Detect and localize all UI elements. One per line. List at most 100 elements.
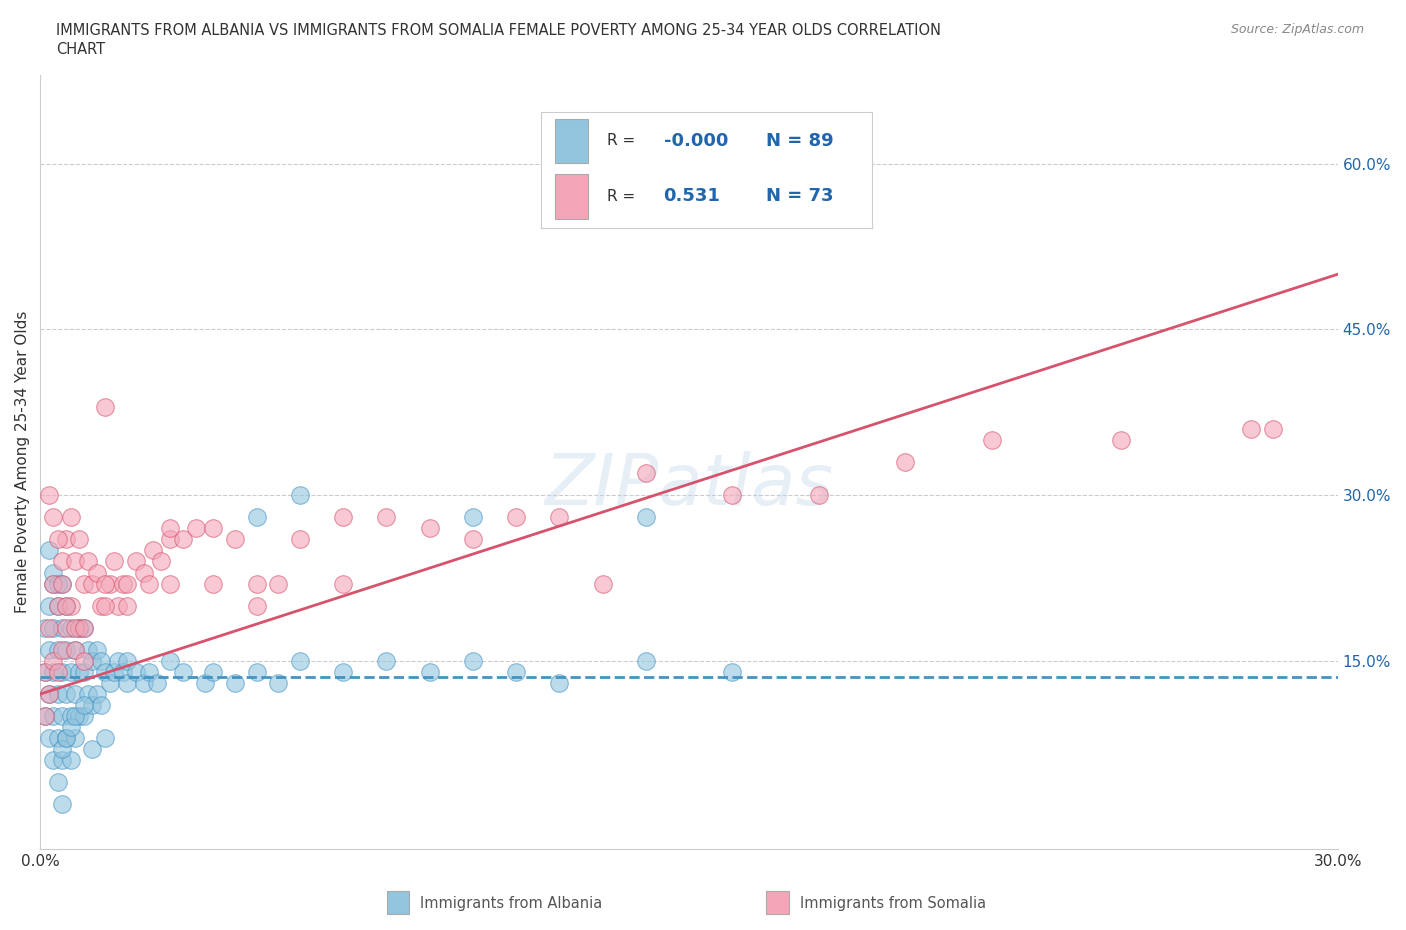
Text: -0.000: -0.000: [664, 132, 728, 150]
Point: [505, 664, 527, 679]
Point: [90, 654, 112, 669]
Point: [267, 675, 290, 690]
Point: [46, 598, 69, 613]
Point: [107, 654, 129, 669]
Point: [86, 686, 108, 701]
Point: [1240, 421, 1263, 436]
Point: [67, 532, 90, 547]
Point: [82, 576, 104, 591]
Point: [138, 576, 160, 591]
Point: [124, 664, 146, 679]
Point: [42, 565, 65, 580]
Point: [94, 576, 117, 591]
Point: [124, 554, 146, 569]
FancyBboxPatch shape: [554, 119, 588, 163]
Point: [111, 664, 134, 679]
Point: [172, 664, 194, 679]
Point: [67, 709, 90, 724]
Point: [332, 510, 354, 525]
Point: [246, 598, 269, 613]
Text: N = 89: N = 89: [766, 132, 834, 150]
Point: [375, 654, 398, 669]
Point: [46, 775, 69, 790]
Point: [115, 654, 138, 669]
Point: [38, 598, 60, 613]
Point: [202, 521, 225, 536]
Point: [82, 654, 104, 669]
Point: [142, 543, 165, 558]
Point: [55, 731, 77, 746]
Point: [51, 709, 73, 724]
Point: [67, 620, 90, 635]
Point: [115, 675, 138, 690]
Point: [98, 675, 121, 690]
Point: [73, 698, 96, 712]
Text: Immigrants from Albania: Immigrants from Albania: [420, 897, 603, 911]
Point: [98, 576, 121, 591]
Point: [980, 432, 1002, 447]
Point: [46, 686, 69, 701]
Point: [59, 598, 82, 613]
Point: [202, 576, 225, 591]
Point: [548, 510, 571, 525]
Point: [63, 643, 86, 658]
Point: [103, 554, 125, 569]
Point: [42, 654, 65, 669]
Text: IMMIGRANTS FROM ALBANIA VS IMMIGRANTS FROM SOMALIA FEMALE POVERTY AMONG 25-34 YE: IMMIGRANTS FROM ALBANIA VS IMMIGRANTS FR…: [56, 23, 941, 38]
Point: [246, 510, 269, 525]
Point: [461, 510, 484, 525]
Point: [721, 664, 744, 679]
Point: [246, 664, 269, 679]
Point: [63, 686, 86, 701]
Point: [94, 664, 117, 679]
Point: [73, 620, 96, 635]
Point: [146, 675, 169, 690]
Point: [592, 576, 614, 591]
Point: [288, 654, 311, 669]
Point: [634, 510, 657, 525]
Y-axis label: Female Poverty Among 25-34 Year Olds: Female Poverty Among 25-34 Year Olds: [15, 311, 30, 613]
Point: [38, 487, 60, 502]
Point: [86, 565, 108, 580]
Point: [34, 664, 56, 679]
Point: [51, 554, 73, 569]
Text: Immigrants from Somalia: Immigrants from Somalia: [800, 897, 986, 911]
Point: [73, 709, 96, 724]
Text: ZIPatlas: ZIPatlas: [544, 451, 834, 520]
Point: [267, 576, 290, 591]
Point: [34, 620, 56, 635]
Point: [51, 752, 73, 767]
Point: [63, 709, 86, 724]
Point: [77, 643, 100, 658]
Point: [51, 576, 73, 591]
Point: [51, 742, 73, 757]
Point: [332, 664, 354, 679]
Text: R =: R =: [607, 189, 636, 204]
Point: [224, 675, 246, 690]
Point: [111, 576, 134, 591]
Point: [138, 664, 160, 679]
Point: [134, 675, 156, 690]
Point: [38, 643, 60, 658]
Point: [38, 731, 60, 746]
Point: [159, 521, 181, 536]
Point: [288, 532, 311, 547]
Point: [59, 720, 82, 735]
Point: [42, 620, 65, 635]
Point: [63, 620, 86, 635]
Point: [94, 598, 117, 613]
Point: [38, 686, 60, 701]
Point: [90, 598, 112, 613]
Point: [1261, 421, 1284, 436]
Point: [94, 399, 117, 414]
Point: [82, 698, 104, 712]
Point: [46, 664, 69, 679]
Point: [77, 686, 100, 701]
Point: [34, 709, 56, 724]
Point: [55, 620, 77, 635]
Point: [59, 709, 82, 724]
Point: [107, 598, 129, 613]
Point: [82, 742, 104, 757]
Point: [634, 654, 657, 669]
Point: [51, 664, 73, 679]
